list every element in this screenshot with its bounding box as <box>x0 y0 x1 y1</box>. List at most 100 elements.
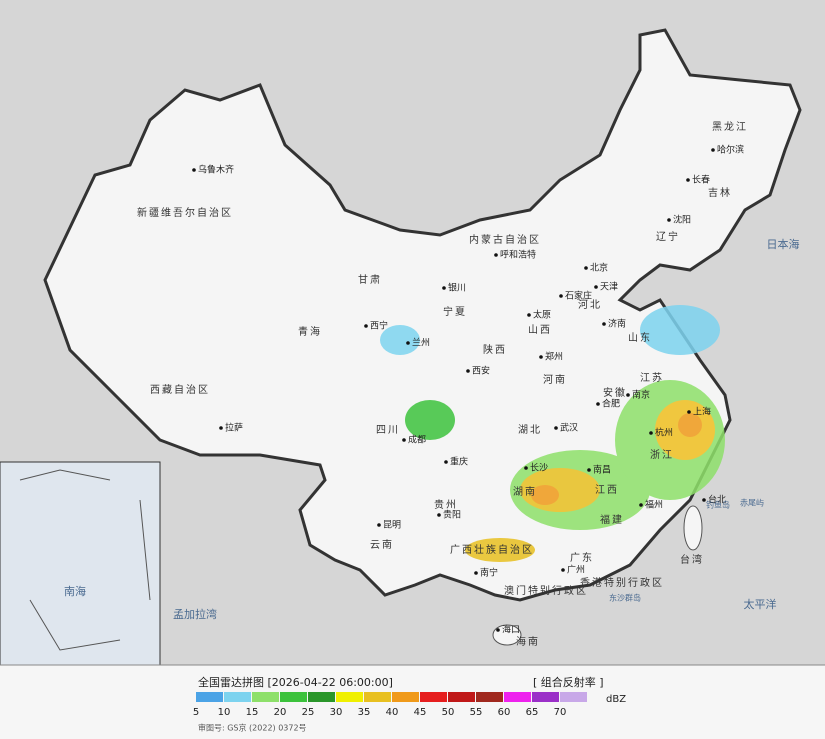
city-dot <box>667 218 671 222</box>
sea-label: 日本海 <box>767 237 800 251</box>
region-label: 安徽 <box>603 386 627 399</box>
region-label: 新疆维吾尔自治区 <box>137 206 233 219</box>
legend-swatch <box>252 692 279 702</box>
city-label: 呼和浩特 <box>500 249 536 261</box>
city-label: 武汉 <box>560 422 578 434</box>
city-label: 重庆 <box>450 456 468 468</box>
region-label: 河北 <box>578 299 602 311</box>
legend-swatch <box>476 692 503 702</box>
city-dot <box>554 426 558 430</box>
city-label: 上海 <box>693 406 711 418</box>
legend-swatch <box>532 692 559 702</box>
city-label: 合肥 <box>602 398 620 410</box>
legend-tick-label: 10 <box>218 707 231 718</box>
region-label: 云南 <box>370 538 394 551</box>
city-dot <box>192 168 196 172</box>
legend-tick-label: 5 <box>193 707 199 718</box>
legend-product: [ 组合反射率 ] <box>533 675 604 689</box>
city-label: 太原 <box>533 309 551 321</box>
city-label: 哈尔滨 <box>717 144 744 156</box>
city-label: 拉萨 <box>225 422 243 434</box>
legend-swatch <box>336 692 363 702</box>
inset-south-sea <box>0 461 161 666</box>
city-dot <box>594 285 598 289</box>
legend-tick-label: 45 <box>414 707 427 718</box>
legend-swatch <box>560 692 587 702</box>
radar-echo <box>380 305 725 562</box>
legend-swatch <box>392 692 419 702</box>
legend-tick-label: 50 <box>442 707 455 718</box>
island-label: 赤尾屿 <box>740 499 764 508</box>
legend-tick-label: 70 <box>554 707 567 718</box>
city-dot <box>219 426 223 430</box>
region-label: 辽宁 <box>656 230 680 243</box>
city-dot <box>442 286 446 290</box>
legend-tick-label: 20 <box>274 707 287 718</box>
region-label: 青海 <box>298 325 322 338</box>
city-dot <box>474 571 478 575</box>
region-label: 福建 <box>600 513 624 526</box>
city-label: 济南 <box>608 318 626 330</box>
sea-label: 孟加拉湾 <box>173 607 217 621</box>
city-label: 沈阳 <box>673 214 691 226</box>
legend-tick-label: 15 <box>246 707 259 718</box>
legend-swatch <box>448 692 475 702</box>
city-label: 南京 <box>632 389 650 401</box>
sea-label: 太平洋 <box>744 597 777 611</box>
city-label: 天津 <box>600 282 618 293</box>
city-dot <box>559 294 563 298</box>
city-label: 乌鲁木齐 <box>198 164 234 176</box>
region-label: 澳门特别行政区 <box>504 584 588 597</box>
island-label: 东沙群岛 <box>609 593 641 603</box>
region-label: 陕西 <box>483 343 507 356</box>
taiwan <box>683 505 703 551</box>
region-label: 江苏 <box>640 371 664 384</box>
city-dot <box>466 369 470 373</box>
city-dot <box>524 466 528 470</box>
city-dot <box>711 148 715 152</box>
city-dot <box>496 628 500 632</box>
inset-border <box>19 469 151 651</box>
sea-label: 南海 <box>64 584 86 598</box>
island-label: 钓鱼岛 <box>706 500 730 510</box>
city-label: 昆明 <box>383 520 401 531</box>
region-label: 甘肃 <box>358 273 382 286</box>
legend-swatch <box>420 692 447 702</box>
city-label: 长沙 <box>530 462 548 474</box>
city-dot <box>494 253 498 257</box>
city-dot <box>687 410 691 414</box>
region-label: 吉林 <box>708 186 732 199</box>
city-dot <box>402 438 406 442</box>
city-label: 兰州 <box>412 337 430 349</box>
city-label: 长春 <box>692 174 710 186</box>
legend-tick-label: 35 <box>358 707 371 718</box>
city-dot <box>444 460 448 464</box>
city-label: 杭州 <box>655 427 673 439</box>
city-dot <box>437 513 441 517</box>
city-dot <box>626 393 630 397</box>
region-label: 湖南 <box>513 485 537 498</box>
city-label: 福州 <box>645 499 663 511</box>
region-label: 贵州 <box>434 498 458 511</box>
region-label: 山东 <box>628 331 652 344</box>
legend-tick-label: 60 <box>498 707 511 718</box>
legend-title: 全国雷达拼图 [2026-04-22 06:00:00] <box>198 675 393 689</box>
region-label: 台湾 <box>680 553 704 566</box>
city-label: 郑州 <box>545 351 563 363</box>
legend-swatch <box>364 692 391 702</box>
city-dot <box>602 322 606 326</box>
region-label: 山西 <box>528 324 552 336</box>
legend-swatch <box>280 692 307 702</box>
city-label: 北京 <box>590 262 608 274</box>
region-label: 浙江 <box>650 449 674 461</box>
legend-tick-label: 30 <box>330 707 343 718</box>
legend-swatch <box>196 692 223 702</box>
city-label: 石家庄 <box>565 290 592 302</box>
legend-tick-label: 55 <box>470 707 483 718</box>
city-label: 南昌 <box>593 464 611 476</box>
city-dot <box>596 402 600 406</box>
legend-tick-label: 65 <box>526 707 539 718</box>
region-label: 西藏自治区 <box>150 383 210 396</box>
city-label: 广州 <box>567 564 585 576</box>
